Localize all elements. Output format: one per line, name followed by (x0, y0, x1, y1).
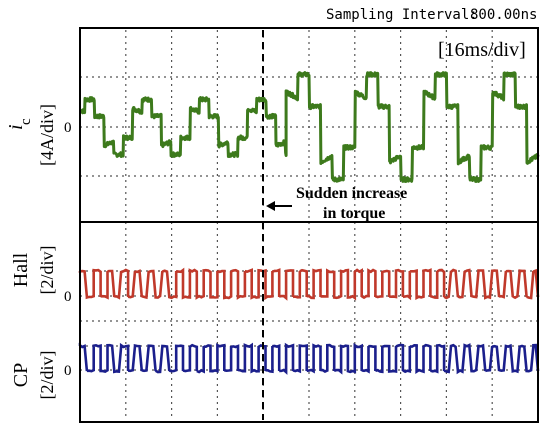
timebase-label: [16ms/div] (438, 39, 526, 61)
torque-annotation: Sudden increase in torque (266, 185, 407, 222)
scope-frame (79, 27, 539, 423)
sampling-interval-label: Sampling Interval: (326, 7, 478, 23)
current-trace (79, 71, 540, 183)
hall-zero-label: 0 (64, 289, 72, 305)
annotation-line-1: Sudden increase (296, 185, 407, 202)
cp-zero-label: 0 (64, 363, 72, 379)
current-label-main: i (5, 124, 27, 130)
cp-trace (78, 342, 540, 375)
sampling-interval-value: 800.00ns (470, 7, 537, 23)
current-zero-label: 0 (64, 120, 72, 136)
current-label-scale: [4A/div] (37, 104, 57, 166)
cp-axis-label: CP [2/div] 0 (10, 351, 72, 400)
cp-label-scale: [2/div] (37, 351, 57, 400)
hall-label-main: Hall (10, 252, 32, 287)
scope-traces (78, 71, 540, 375)
hall-trace (78, 267, 540, 301)
hall-axis-label: Hall [2/div] 0 (10, 246, 72, 306)
annotation-arrow-head (266, 201, 275, 211)
current-axis-label: i c [4A/div] 0 (5, 104, 72, 166)
annotation-line-2: in torque (323, 205, 385, 222)
cp-label-main: CP (10, 363, 32, 387)
current-label-sub: c (18, 118, 34, 125)
hall-label-scale: [2/div] (37, 246, 57, 295)
